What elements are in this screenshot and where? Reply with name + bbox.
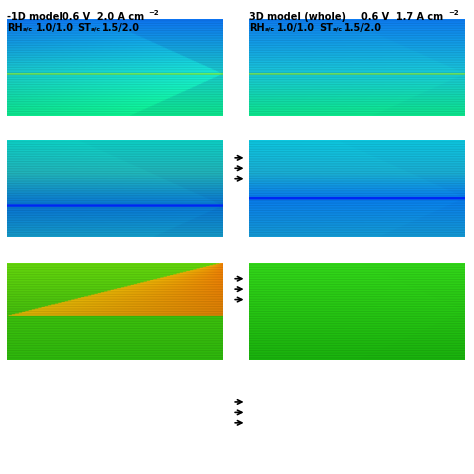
Text: RH: RH [249,23,264,33]
Text: 3D model (whole): 3D model (whole) [249,12,346,22]
Text: 1.5/2.0: 1.5/2.0 [344,23,382,33]
Text: a/c: a/c [91,27,100,32]
Text: RH: RH [7,23,23,33]
Text: -1D model: -1D model [7,12,63,22]
Text: −2: −2 [448,10,458,16]
Text: 1.5/2.0: 1.5/2.0 [102,23,140,33]
Text: a/c: a/c [332,27,342,32]
Text: −2: −2 [148,10,159,16]
Text: ST: ST [319,23,333,33]
Text: a/c: a/c [264,27,274,32]
Text: 0.6 V  1.7 A cm: 0.6 V 1.7 A cm [361,12,443,22]
Text: 1.0/1.0: 1.0/1.0 [36,23,73,33]
Text: ST: ST [77,23,91,33]
Text: 1.0/1.0: 1.0/1.0 [277,23,315,33]
Text: 0.6 V  2.0 A cm: 0.6 V 2.0 A cm [62,12,144,22]
Text: a/c: a/c [23,27,33,32]
